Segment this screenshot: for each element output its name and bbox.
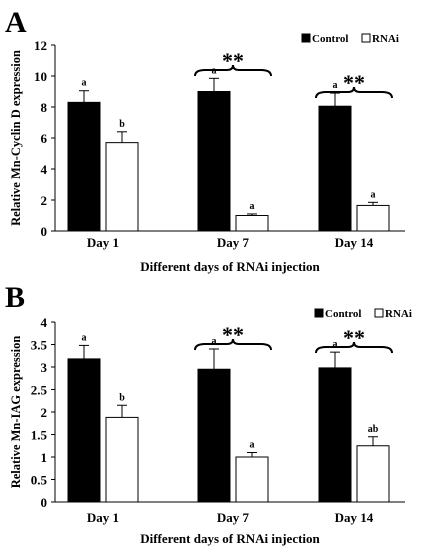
significance-letter: a [250, 201, 255, 212]
y-tick-label: 2 [41, 405, 48, 420]
significance-letter: a [333, 339, 338, 350]
bar [318, 367, 352, 503]
significance-stars: ** [222, 322, 244, 347]
y-tick-label: 0 [41, 224, 48, 239]
y-tick-label: 4 [41, 315, 48, 330]
legend-swatch [314, 308, 324, 318]
y-tick-label: 0.5 [31, 473, 48, 488]
y-tick-label: 2 [41, 193, 48, 208]
x-tick-label: Day 7 [217, 510, 250, 525]
bar [235, 456, 269, 503]
legend-swatch [361, 33, 371, 43]
x-tick-label: Day 1 [87, 235, 119, 250]
significance-letter: b [119, 119, 125, 130]
significance-letter: b [119, 392, 125, 403]
significance-brace [315, 341, 393, 354]
bar [197, 91, 231, 232]
significance-brace [194, 64, 272, 77]
significance-brace [194, 338, 272, 351]
legend: Control RNAi [301, 33, 399, 45]
bar [356, 204, 390, 232]
bar [356, 445, 390, 503]
y-tick-label: 10 [34, 69, 47, 84]
y-tick-label: 3.5 [31, 338, 48, 353]
legend-swatch [301, 33, 311, 43]
legend: Control RNAi [314, 308, 412, 320]
significance-stars: ** [343, 70, 365, 95]
panel-label: A [5, 6, 27, 39]
y-axis-label: Relative Mn-Cyclin D expression [9, 50, 23, 226]
y-tick-label: 3 [41, 360, 48, 375]
x-axis-label: Different days of RNAi injection [140, 259, 320, 274]
legend-swatch [374, 308, 384, 318]
significance-letter: a [333, 80, 338, 91]
panel-label: B [5, 281, 25, 314]
y-tick-label: 2.5 [31, 383, 48, 398]
y-tick-label: 1 [41, 450, 48, 465]
significance-stars: ** [343, 325, 365, 350]
y-tick-label: 4 [41, 162, 48, 177]
y-tick-label: 0 [41, 495, 48, 510]
bar [235, 215, 269, 232]
x-tick-label: Day 14 [335, 235, 374, 250]
significance-letter: a [82, 332, 87, 343]
bar [67, 358, 101, 503]
significance-letter: ab [368, 424, 379, 435]
legend-label: Control [325, 308, 361, 320]
significance-letter: a [250, 440, 255, 451]
x-tick-label: Day 14 [335, 510, 374, 525]
y-tick-label: 6 [41, 131, 48, 146]
bar [67, 101, 101, 232]
panel-b: B 0 0.5 1 1.5 2 2.5 3 3.5 4 Relative Mn-IAG expres… [5, 281, 412, 546]
x-tick-label: Day 1 [87, 510, 119, 525]
significance-letter: a [82, 78, 87, 89]
bar [105, 416, 139, 503]
legend-label: RNAi [385, 308, 412, 320]
legend-label: Control [312, 33, 348, 45]
y-tick-label: 1.5 [31, 428, 48, 443]
x-axis-label: Different days of RNAi injection [140, 531, 320, 546]
x-tick-label: Day 7 [217, 235, 250, 250]
y-axis-label: Relative Mn-IAG expression [9, 336, 23, 489]
significance-letter: a [371, 189, 376, 200]
bar [318, 105, 352, 232]
bar [197, 368, 231, 503]
legend-label: RNAi [372, 33, 399, 45]
y-tick-label: 8 [41, 100, 48, 115]
bar [105, 142, 139, 232]
significance-brace [315, 86, 393, 99]
panel-a: A 0 2 4 6 8 10 12 Relative Mn-Cyclin D expressio… [5, 6, 405, 274]
significance-stars: ** [222, 48, 244, 73]
y-tick-label: 12 [34, 38, 47, 53]
significance-letter: a [212, 336, 217, 347]
